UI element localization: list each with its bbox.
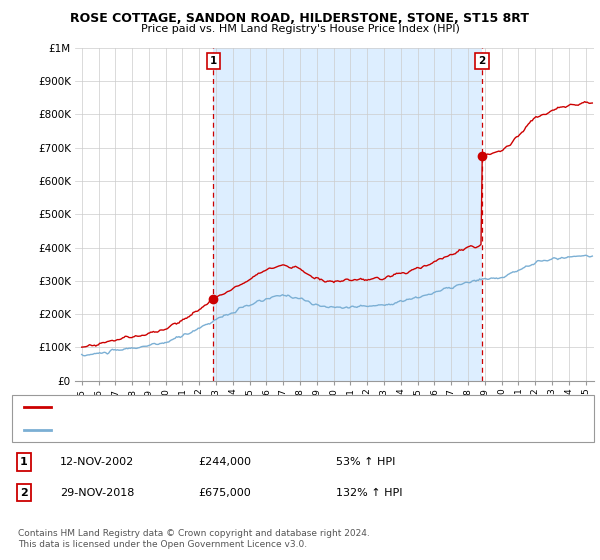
Text: Contains HM Land Registry data © Crown copyright and database right 2024.
This d: Contains HM Land Registry data © Crown c… xyxy=(18,529,370,549)
Text: £244,000: £244,000 xyxy=(198,457,251,467)
Text: 1: 1 xyxy=(209,56,217,66)
Text: 29-NOV-2018: 29-NOV-2018 xyxy=(60,488,134,498)
Bar xyxy=(213,48,482,381)
Text: £675,000: £675,000 xyxy=(198,488,251,498)
Text: 2: 2 xyxy=(20,488,28,498)
Text: 53% ↑ HPI: 53% ↑ HPI xyxy=(336,457,395,467)
Text: ROSE COTTAGE, SANDON ROAD, HILDERSTONE, STONE, ST15 8RT: ROSE COTTAGE, SANDON ROAD, HILDERSTONE, … xyxy=(71,12,530,25)
Text: Price paid vs. HM Land Registry's House Price Index (HPI): Price paid vs. HM Land Registry's House … xyxy=(140,24,460,34)
Text: HPI: Average price, detached house, Stafford: HPI: Average price, detached house, Staf… xyxy=(54,425,274,435)
Text: 132% ↑ HPI: 132% ↑ HPI xyxy=(336,488,403,498)
Text: 1: 1 xyxy=(20,457,28,467)
Text: 12-NOV-2002: 12-NOV-2002 xyxy=(60,457,134,467)
Text: 2: 2 xyxy=(478,56,485,66)
Text: ROSE COTTAGE, SANDON ROAD, HILDERSTONE, STONE, ST15 8RT (detached house): ROSE COTTAGE, SANDON ROAD, HILDERSTONE, … xyxy=(54,402,466,412)
